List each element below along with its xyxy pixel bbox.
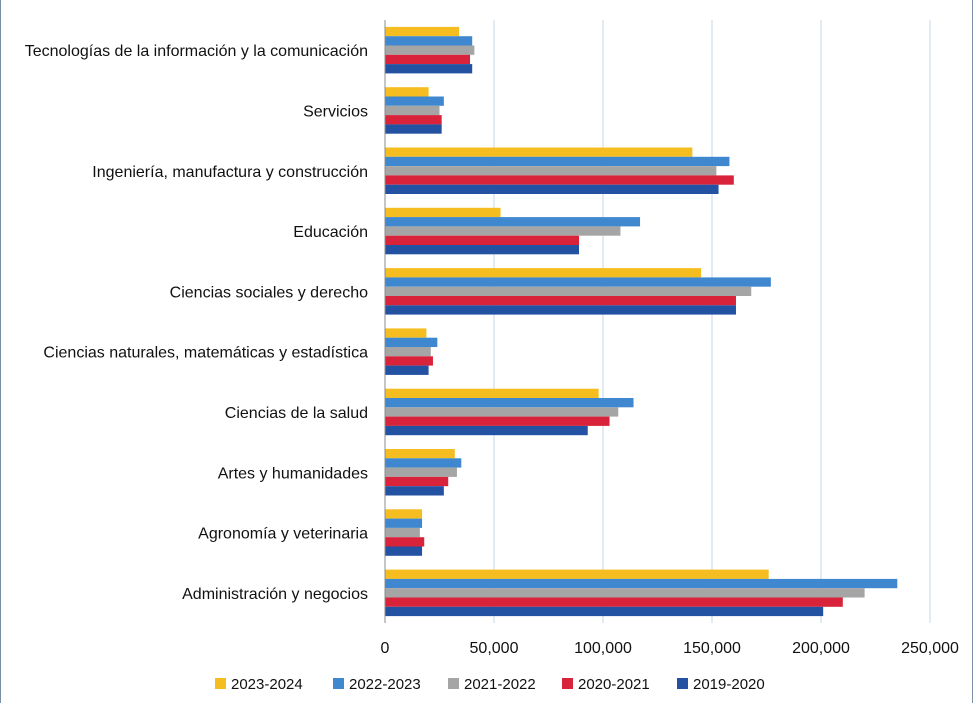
bar-administracion-y-negocios-2022-2023 xyxy=(385,578,898,589)
bar-administracion-y-negocios-2019-2020 xyxy=(385,606,824,617)
bar-tecnologias-de-la-informacion-y-la-comunicacion-2023-2024 xyxy=(385,26,460,37)
bar-ciencias-sociales-y-derecho-2023-2024 xyxy=(385,268,702,278)
bar-ciencias-naturales-matematicas-y-estadistica-2020-2021 xyxy=(385,356,433,366)
bar-agronomia-y-veterinaria-2020-2021 xyxy=(385,537,425,547)
bar-tecnologias-de-la-informacion-y-la-comunicacion-2022-2023 xyxy=(385,36,473,46)
category-label: Servicios xyxy=(303,103,368,120)
bar-administracion-y-negocios-2020-2021 xyxy=(385,597,843,607)
bar-administracion-y-negocios-2023-2024 xyxy=(385,569,769,579)
category-label: Ingeniería, manufactura y construcción xyxy=(92,164,368,181)
bar-ciencias-naturales-matematicas-y-estadistica-2021-2022 xyxy=(385,347,431,357)
bar-servicios-2022-2023 xyxy=(385,96,444,106)
bar-educacion-2019-2020 xyxy=(385,245,580,255)
tick-label: 250,000 xyxy=(901,640,959,657)
legend-swatch-2021-2022 xyxy=(448,678,459,689)
bar-ciencias-naturales-matematicas-y-estadistica-2023-2024 xyxy=(385,328,427,338)
bar-ingenieria-manufactura-y-construccion-2023-2024 xyxy=(385,147,693,157)
bar-ciencias-de-la-salud-2020-2021 xyxy=(385,416,610,426)
bar-ciencias-sociales-y-derecho-2020-2021 xyxy=(385,296,736,306)
bar-servicios-2021-2022 xyxy=(385,105,440,116)
legend: 2023-2024 2022-2023 2021-2022 2020-2021 2019… xyxy=(215,676,765,693)
bar-ciencias-de-la-salud-2019-2020 xyxy=(385,425,588,436)
tick-label: 50,000 xyxy=(470,640,519,657)
bar-agronomia-y-veterinaria-2022-2023 xyxy=(385,518,423,528)
value-tick-labels: 0 50,000 100,000 150,000 200,000 250,000 xyxy=(381,640,959,657)
bar-ciencias-de-la-salud-2021-2022 xyxy=(385,407,619,417)
bar-ciencias-sociales-y-derecho-2022-2023 xyxy=(385,277,771,287)
legend-swatch-2020-2021 xyxy=(562,678,573,689)
tick-label: 0 xyxy=(381,640,390,657)
gridlines xyxy=(493,20,931,623)
bar-ciencias-naturales-matematicas-y-estadistica-2022-2023 xyxy=(385,337,438,347)
bar-ingenieria-manufactura-y-construccion-2019-2020 xyxy=(385,184,719,194)
bar-ingenieria-manufactura-y-construccion-2020-2021 xyxy=(385,175,734,185)
legend-label: 2019-2020 xyxy=(693,676,765,693)
tick-label: 100,000 xyxy=(574,640,632,657)
bar-tecnologias-de-la-informacion-y-la-comunicacion-2020-2021 xyxy=(385,54,471,65)
bar-servicios-2023-2024 xyxy=(385,87,429,97)
bar-ciencias-de-la-salud-2022-2023 xyxy=(385,398,634,408)
bar-educacion-2023-2024 xyxy=(385,207,501,218)
bar-administracion-y-negocios-2021-2022 xyxy=(385,588,865,598)
bar-ingenieria-manufactura-y-construccion-2021-2022 xyxy=(385,166,717,176)
category-labels: Tecnologías de la información y la comun… xyxy=(25,43,368,603)
bar-ingenieria-manufactura-y-construccion-2022-2023 xyxy=(385,156,730,167)
bar-artes-y-humanidades-2020-2021 xyxy=(385,476,449,487)
bar-ciencias-sociales-y-derecho-2019-2020 xyxy=(385,305,736,315)
category-label: Ciencias sociales y derecho xyxy=(170,284,368,301)
bar-ciencias-de-la-salud-2023-2024 xyxy=(385,388,599,398)
category-label: Ciencias de la salud xyxy=(225,405,368,422)
legend-label: 2021-2022 xyxy=(464,676,536,693)
bar-artes-y-humanidades-2023-2024 xyxy=(385,449,455,459)
legend-label: 2020-2021 xyxy=(578,676,650,693)
category-label: Artes y humanidades xyxy=(218,465,368,482)
bar-servicios-2019-2020 xyxy=(385,124,442,134)
bar-educacion-2022-2023 xyxy=(385,217,641,227)
legend-label: 2022-2023 xyxy=(349,676,421,693)
bar-servicios-2020-2021 xyxy=(385,115,442,125)
bar-artes-y-humanidades-2022-2023 xyxy=(385,458,462,468)
bar-agronomia-y-veterinaria-2023-2024 xyxy=(385,509,423,519)
bar-agronomia-y-veterinaria-2019-2020 xyxy=(385,546,423,556)
legend-swatch-2019-2020 xyxy=(677,678,688,689)
bar-ciencias-sociales-y-derecho-2021-2022 xyxy=(385,286,752,296)
category-label: Educación xyxy=(293,224,368,241)
tick-label: 200,000 xyxy=(792,640,850,657)
bar-educacion-2021-2022 xyxy=(385,226,621,236)
category-label: Tecnologías de la información y la comun… xyxy=(25,43,368,60)
bar-artes-y-humanidades-2019-2020 xyxy=(385,486,444,496)
category-label: Administración y negocios xyxy=(182,586,368,603)
bar-ciencias-naturales-matematicas-y-estadistica-2019-2020 xyxy=(385,365,429,375)
bar-tecnologias-de-la-informacion-y-la-comunicacion-2021-2022 xyxy=(385,45,475,55)
bar-artes-y-humanidades-2021-2022 xyxy=(385,467,457,477)
legend-swatch-2022-2023 xyxy=(333,678,344,689)
legend-swatch-2023-2024 xyxy=(215,678,226,689)
bars xyxy=(385,26,898,617)
bar-tecnologias-de-la-informacion-y-la-comunicacion-2019-2020 xyxy=(385,64,473,74)
category-label: Agronomía y veterinaria xyxy=(198,526,368,543)
legend-label: 2023-2024 xyxy=(231,676,303,693)
bar-educacion-2020-2021 xyxy=(385,235,580,245)
tick-label: 150,000 xyxy=(683,640,741,657)
category-label: Ciencias naturales, matemáticas y estadí… xyxy=(43,345,368,362)
bar-agronomia-y-veterinaria-2021-2022 xyxy=(385,527,420,538)
